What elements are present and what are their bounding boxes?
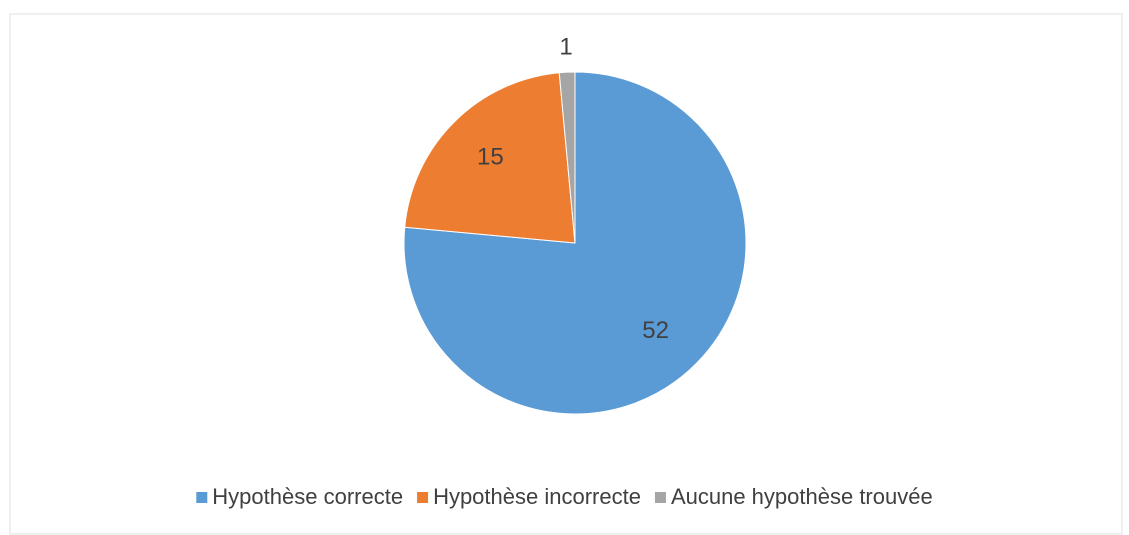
data-label: 1	[559, 34, 572, 61]
data-label: 15	[477, 144, 504, 171]
legend-swatch	[654, 492, 666, 503]
data-label: 52	[642, 317, 669, 344]
legend-label: Hypothèse correcte	[212, 484, 403, 509]
legend-label: Hypothèse incorrecte	[433, 484, 641, 509]
chart-frame	[9, 13, 1123, 535]
legend-swatch	[196, 492, 208, 503]
pie-slice	[558, 71, 576, 244]
legend-label: Aucune hypothèse trouvée	[671, 484, 933, 509]
legend-swatch	[417, 492, 429, 503]
pie-slice	[404, 72, 576, 244]
